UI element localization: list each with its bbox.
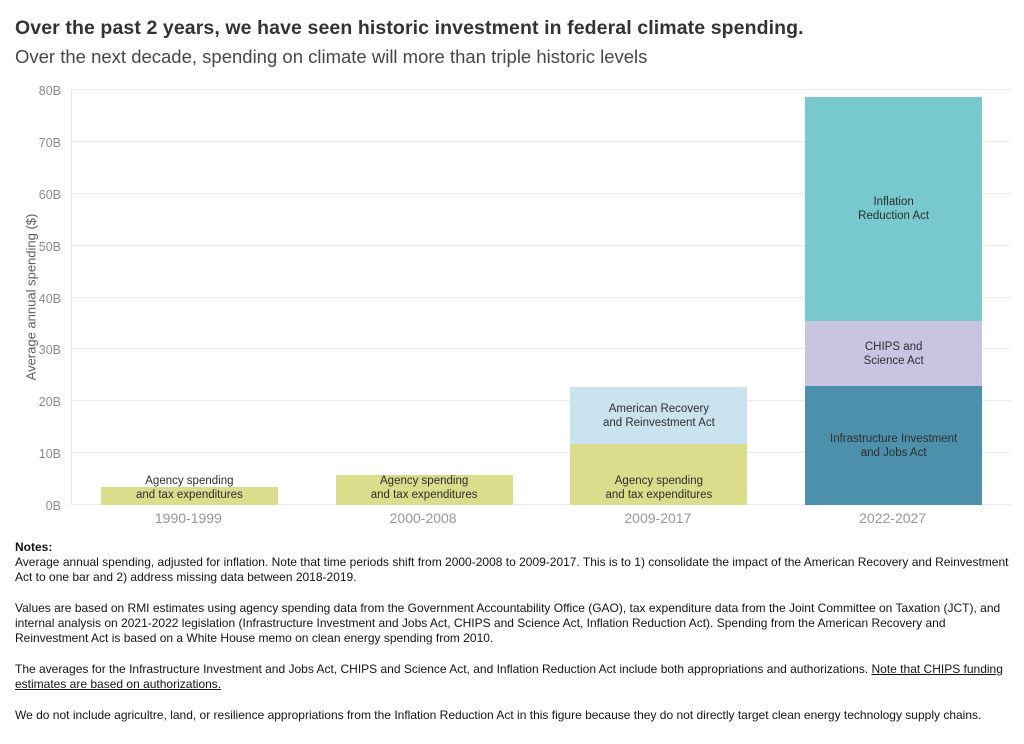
notes-trailing-dots: .. [15, 739, 1010, 744]
gridline-30B [72, 348, 1011, 350]
notes-section: Notes: Average annual spending, adjusted… [15, 540, 1010, 744]
bar-segment: American Recovery and Reinvestment Act [570, 387, 748, 445]
bar-segment-label: CHIPS and Science Act [863, 340, 924, 367]
bar-segment-label: Agency spending and tax expenditures [605, 475, 713, 501]
notes-paragraph-3-text: The averages for the Infrastructure Inve… [15, 662, 872, 676]
notes-paragraph-4: We do not include agricultre, land, or r… [15, 708, 982, 722]
y-tick-label-50B: 50B [38, 239, 61, 254]
x-tick-label-1990-1999: 1990-1999 [154, 510, 222, 526]
gridline-80B [72, 89, 1011, 90]
y-tick-label-80B: 80B [38, 84, 61, 98]
gridline-10B [72, 452, 1011, 454]
bar-2022-2027: Infrastructure Investment and Jobs Act CH… [805, 97, 983, 505]
chart-subtitle: Over the next decade, spending on climat… [15, 46, 648, 67]
x-tick-label-2009-2017: 2009-2017 [624, 510, 692, 526]
x-tick-label-2000-2008: 2000-2008 [389, 510, 457, 526]
plot-area: Agency spending and tax expenditures Agen… [71, 89, 1011, 505]
notes-paragraph-1: Average annual spending, adjusted for in… [15, 555, 1009, 584]
y-tick-label-10B: 10B [38, 447, 61, 462]
y-tick-label-70B: 70B [38, 135, 61, 150]
y-tick-label-60B: 60B [38, 187, 61, 202]
bar-segment: Agency spending and tax expenditures [100, 475, 278, 505]
bar-segment: Inflation Reduction Act [805, 97, 983, 321]
bar-2000-2008: Agency spending and tax expenditures [335, 474, 513, 505]
y-axis-ticks: 0B 10B 20B 30B 40B 50B 60B 70B 80B [0, 84, 66, 513]
bar-segment-label: Agency spending and tax expenditures [135, 475, 243, 501]
gridline-70B [72, 140, 1011, 142]
bar-segment: CHIPS and Science Act [805, 320, 983, 387]
bar-segment-label: Infrastructure Investment and Jobs Act [830, 432, 958, 459]
notes-paragraph-3-underlined: Note that CHIPS funding estimates are ba… [15, 662, 1003, 691]
bar-segment-label: Inflation Reduction Act [858, 196, 930, 223]
x-tick-label-2022-2027: 2022-2027 [859, 510, 927, 526]
y-tick-label-40B: 40B [38, 291, 61, 306]
bar-2009-2017: Agency spending and tax expenditures Amer… [570, 387, 748, 505]
bar-segment-label: American Recovery and Reinvestment Act [602, 402, 715, 429]
gridline-50B [72, 244, 1011, 246]
bar-1990-1999: Agency spending and tax expenditures [100, 475, 278, 505]
gridline-0B [72, 504, 1011, 505]
notes-paragraph-2: Values are based on RMI estimates using … [15, 601, 1001, 645]
y-tick-label-20B: 20B [38, 395, 61, 410]
bar-segment: Agency spending and tax expenditures [335, 474, 513, 505]
x-axis-labels: 1990-1999 2000-2008 2009-2017 2022-2027 [71, 510, 1010, 530]
gridline-60B [72, 192, 1011, 194]
bar-segment: Infrastructure Investment and Jobs Act [805, 386, 983, 505]
bar-segment: Agency spending and tax expenditures [570, 444, 748, 505]
chart-title: Over the past 2 years, we have seen hist… [15, 17, 804, 39]
y-tick-label-30B: 30B [38, 343, 61, 358]
bar-segment-label: Agency spending and tax expenditures [370, 475, 478, 501]
gridline-40B [72, 296, 1011, 298]
notes-heading: Notes: [15, 540, 53, 554]
notes-paragraph-3: The averages for the Infrastructure Inve… [15, 662, 1010, 692]
gridline-20B [72, 400, 1011, 402]
y-tick-label-0B: 0B [45, 499, 61, 513]
